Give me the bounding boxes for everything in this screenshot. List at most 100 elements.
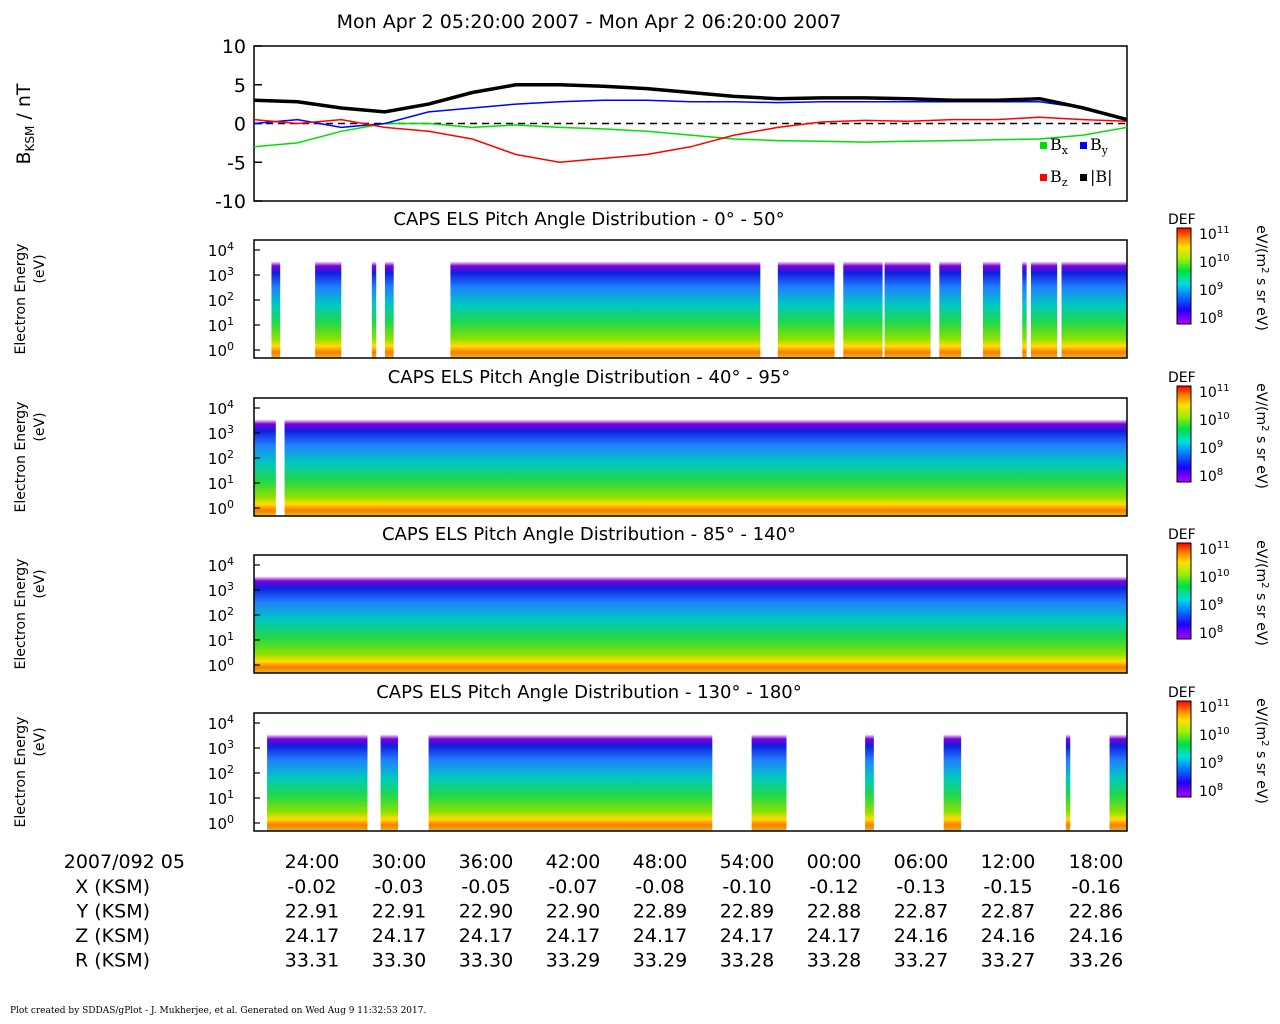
tick-base: 10 [1199, 413, 1217, 429]
time-tick-label: 00:00 [807, 851, 862, 873]
data-gap [1026, 240, 1031, 358]
tick-exponent: 1 [227, 473, 234, 486]
colorbar-unit: eV/(m2 s sr eV) [1253, 383, 1270, 489]
tick-exponent: 10 [1217, 568, 1230, 579]
ephemeris-value: 22.89 [633, 901, 687, 923]
time-tick-label: 42:00 [546, 851, 601, 873]
ephemeris-value: 24.17 [459, 925, 513, 947]
spectrogram-panel-1: CAPS ELS Pitch Angle Distribution - 0° -… [13, 209, 1270, 360]
data-gap [1000, 240, 1023, 358]
tick-exponent: 8 [1217, 624, 1223, 635]
ephemeris-value: 24.17 [807, 925, 861, 947]
ephemeris-value: 33.30 [372, 950, 426, 972]
ephemeris-row-label: Y (KSM) [76, 901, 150, 923]
ephemeris-value: 22.86 [1069, 901, 1123, 923]
tick-exponent: 9 [1217, 439, 1223, 450]
credit-line: Plot created by SDDAS/gPlot - J. Mukherj… [10, 1006, 427, 1016]
legend-swatch-btot [1080, 174, 1087, 181]
tick-exponent: 10 [1217, 726, 1230, 737]
spectrogram-panel-4: CAPS ELS Pitch Angle Distribution - 130°… [13, 682, 1270, 833]
time-tick-label: 54:00 [720, 851, 775, 873]
panel-frame [253, 712, 1128, 832]
ephemeris-value: -0.07 [548, 876, 597, 898]
ephemeris-value: -0.02 [287, 876, 336, 898]
data-gap [961, 240, 983, 358]
tick-base: 10 [208, 400, 227, 418]
mag-series [253, 83, 1128, 164]
series-btot-line [253, 83, 1128, 122]
data-gap [1057, 240, 1062, 358]
energy-axis-label: Electron Energy [13, 559, 29, 670]
data-gap [393, 240, 451, 358]
unit-part: eV/(m [1253, 225, 1269, 267]
energy-tick-label: 104 [208, 555, 234, 575]
colorbar-frame [1176, 385, 1192, 483]
legend-label-btot: |B| [1090, 167, 1113, 186]
colorbar-unit: eV/(m2 s sr eV) [1253, 540, 1270, 646]
tick-base: 10 [1199, 469, 1217, 485]
ephemeris-value: 33.28 [720, 950, 774, 972]
ephemeris-value: -0.08 [635, 876, 684, 898]
mag-ytick-label: 0 [234, 114, 246, 136]
legend-symbol: B [1050, 167, 1062, 186]
energy-tick-label: 100 [208, 498, 234, 518]
colorbar-tick-label: 1011 [1199, 383, 1230, 401]
energy-axis-label: Electron Energy [13, 244, 29, 355]
colorbar-frame [1176, 700, 1192, 798]
colorbar-tick-label: 1010 [1199, 411, 1230, 429]
panel-title: CAPS ELS Pitch Angle Distribution - 40° … [388, 367, 791, 388]
tick-base: 10 [208, 267, 227, 285]
unit-part: s sr eV) [1253, 274, 1269, 331]
ephemeris-value: 22.88 [807, 901, 861, 923]
tick-base: 10 [208, 815, 227, 833]
colorbar-label: DEF [1168, 370, 1196, 386]
energy-axis-unit: (eV) [32, 727, 48, 756]
colorbar-tick-label: 108 [1199, 309, 1223, 327]
colorbar-tick-label: 1011 [1199, 698, 1230, 716]
date-label: 2007/092 05 [64, 851, 185, 873]
data-gap [376, 240, 385, 358]
ephemeris-value: 33.27 [981, 950, 1035, 972]
unit-part: s sr eV) [1253, 589, 1269, 646]
data-gap [254, 713, 268, 831]
tick-exponent: 11 [1217, 383, 1230, 394]
ephemeris-value: 24.16 [894, 925, 948, 947]
tick-base: 10 [1199, 784, 1217, 800]
time-tick-label: 24:00 [285, 851, 340, 873]
tick-base: 10 [208, 657, 227, 675]
tick-exponent: 10 [1217, 253, 1230, 264]
legend-label-bz: Bz [1050, 167, 1068, 189]
energy-tick-label: 103 [208, 580, 234, 600]
panel-frame [253, 397, 1128, 517]
energy-tick-label: 103 [208, 423, 234, 443]
ephemeris-value: 24.17 [633, 925, 687, 947]
tick-exponent: 1 [227, 315, 234, 328]
unit-part: eV/(m [1253, 540, 1269, 582]
unit-superscript: 2 [1259, 425, 1270, 431]
tick-exponent: 2 [227, 448, 234, 461]
tick-base: 10 [208, 242, 227, 260]
colorbar-tick-label: 1010 [1199, 253, 1230, 271]
time-tick-label: 06:00 [894, 851, 949, 873]
panel-title: CAPS ELS Pitch Angle Distribution - 85° … [382, 524, 796, 545]
tick-base: 10 [208, 557, 227, 575]
legend-swatch-bz [1040, 174, 1047, 181]
tick-exponent: 4 [227, 240, 234, 253]
ephemeris-row-label: R (KSM) [75, 950, 150, 972]
tick-base: 10 [1199, 700, 1217, 716]
spectrogram-panels: CAPS ELS Pitch Angle Distribution - 0° -… [13, 209, 1270, 833]
tick-base: 10 [1199, 570, 1217, 586]
energy-axis-unit: (eV) [32, 254, 48, 283]
ephemeris-value: 24.17 [546, 925, 600, 947]
time-tick-label: 30:00 [372, 851, 427, 873]
colorbar-label: DEF [1168, 685, 1196, 701]
mag-ytick-label: -5 [227, 152, 246, 174]
tick-base: 10 [1199, 756, 1217, 772]
tick-base: 10 [208, 475, 227, 493]
colorbar-frame [1176, 542, 1192, 640]
colorbar [1177, 228, 1191, 324]
tick-base: 10 [1199, 728, 1217, 744]
tick-base: 10 [208, 450, 227, 468]
colorbar-unit: eV/(m2 s sr eV) [1253, 698, 1270, 804]
ephemeris-value: 24.16 [1069, 925, 1123, 947]
